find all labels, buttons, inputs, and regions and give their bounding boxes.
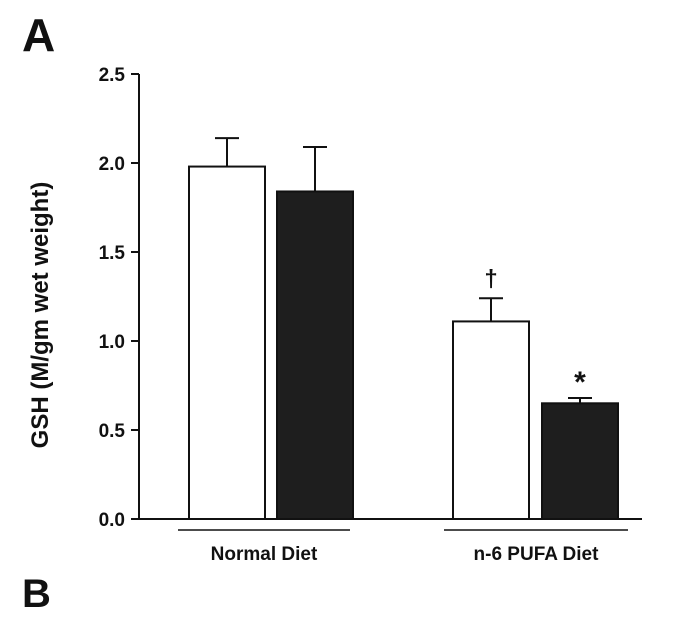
y-tick-label: 1.5 bbox=[99, 243, 126, 264]
x-group-label: n-6 PUFA Diet bbox=[474, 544, 600, 565]
bar bbox=[188, 165, 266, 520]
significance-marker: * bbox=[574, 366, 586, 399]
bar bbox=[276, 190, 354, 520]
y-axis-label: GSH (M/gm wet weight) bbox=[27, 182, 54, 449]
bar bbox=[541, 402, 619, 520]
panel-label: A bbox=[22, 9, 56, 61]
y-tick-label: 0.0 bbox=[99, 510, 125, 531]
bar bbox=[452, 320, 530, 521]
bar-chart: GSH (M/gm wet weight) 0.0 0.5 1.0 1.5 2.0 2.5… bbox=[27, 65, 642, 565]
y-tick-label: 2.5 bbox=[99, 65, 126, 86]
y-tick-label: 0.5 bbox=[99, 421, 126, 442]
y-tick-label: 2.0 bbox=[99, 154, 125, 175]
x-group-label: Normal Diet bbox=[211, 544, 318, 565]
y-tick-label: 1.0 bbox=[99, 332, 125, 353]
significance-marker: † bbox=[484, 265, 497, 292]
